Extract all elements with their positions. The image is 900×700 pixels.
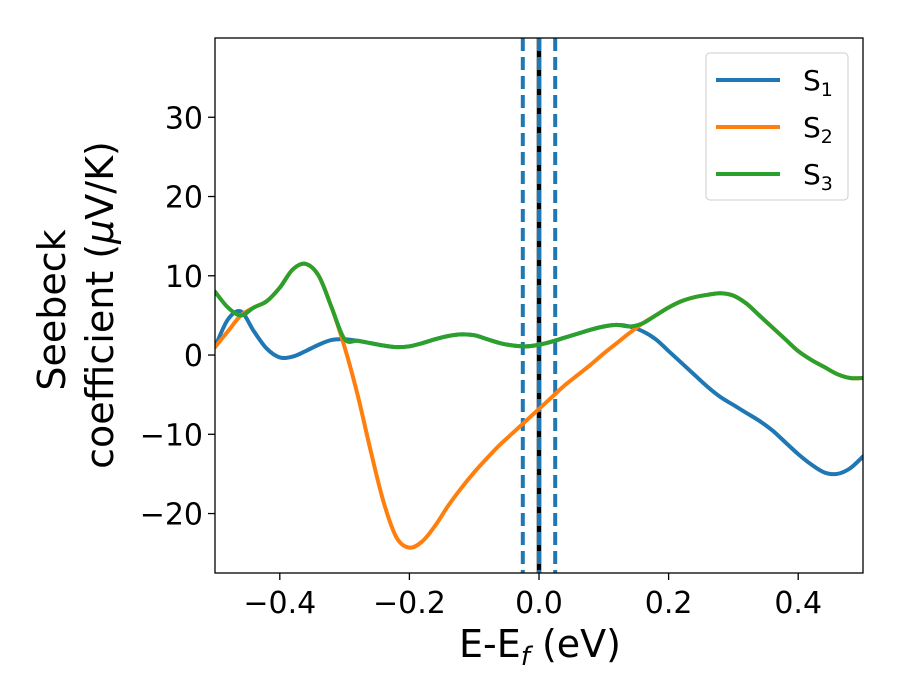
series-line-s3 xyxy=(215,261,863,381)
legend-label-s1: S1 xyxy=(803,64,833,101)
legend-label-s2: S2 xyxy=(803,111,833,148)
y-tick-label: 30 xyxy=(165,101,203,136)
y-axis-title-line2: coefficient (μV/K) xyxy=(78,141,122,469)
legend: S1 S2 S3 xyxy=(705,52,849,201)
x-tick-label: −0.4 xyxy=(243,586,316,621)
reference-lines xyxy=(520,38,558,573)
y-tick-label: 20 xyxy=(165,181,203,216)
y-tick-label: 0 xyxy=(184,339,203,374)
y-tick-label: 10 xyxy=(165,260,203,295)
x-tick-label: 0.4 xyxy=(774,586,822,621)
y-tick-label: −10 xyxy=(140,418,203,453)
y-axis: −20 −10 0 10 20 30 xyxy=(140,101,215,533)
x-axis: −0.4 −0.2 0.0 0.2 0.4 xyxy=(243,573,822,621)
x-axis-title: E-Ef (eV) xyxy=(459,622,621,672)
x-tick-label: 0.0 xyxy=(515,586,563,621)
legend-label-s3: S3 xyxy=(803,158,833,195)
y-tick-label: −20 xyxy=(140,498,203,533)
y-axis-title-line1: Seebeck xyxy=(30,229,74,390)
series-lines xyxy=(215,261,863,550)
x-tick-label: 0.2 xyxy=(645,586,693,621)
x-tick-label: −0.2 xyxy=(373,586,446,621)
